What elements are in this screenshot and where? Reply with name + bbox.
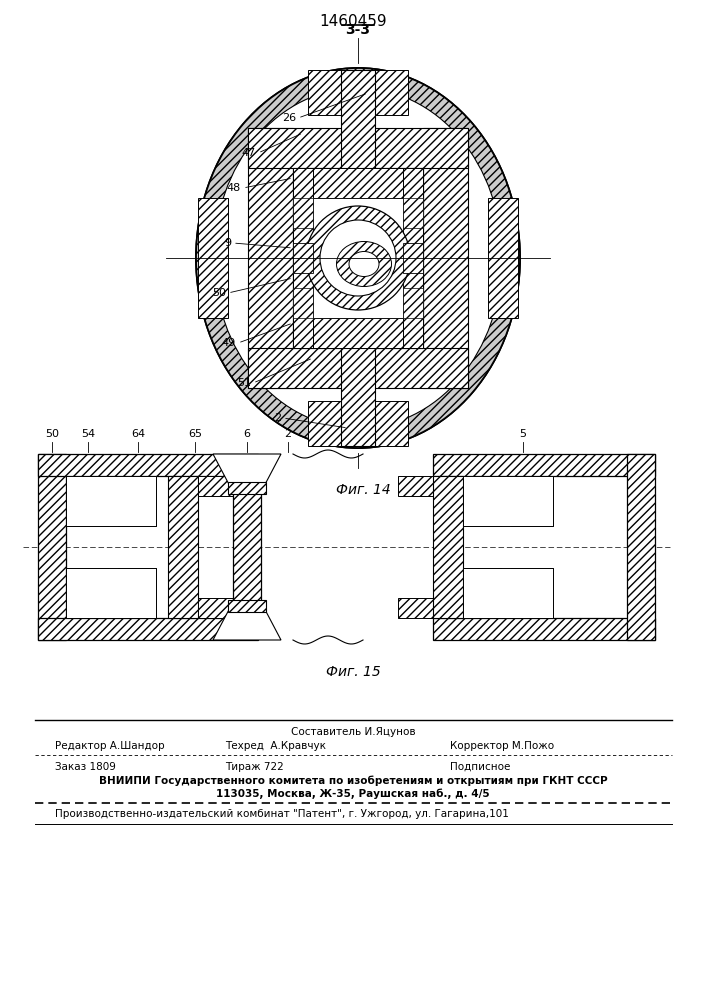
Bar [66, 476, 108, 526]
Text: Фиг. 14: Фиг. 14 [336, 483, 390, 497]
Ellipse shape [196, 68, 520, 448]
Bar [293, 168, 313, 348]
Bar [463, 568, 553, 618]
Bar [118, 476, 156, 526]
Bar [308, 401, 408, 446]
Bar [38, 618, 258, 640]
Text: Редактор А.Шандор: Редактор А.Шандор [55, 741, 165, 751]
Bar [403, 288, 423, 318]
Bar [228, 600, 266, 612]
Text: Фиг. 15: Фиг. 15 [326, 665, 380, 679]
Bar [293, 168, 423, 348]
Bar [168, 476, 198, 618]
Text: Подписное: Подписное [450, 762, 510, 772]
Bar [403, 243, 423, 273]
Text: 113035, Москва, Ж-35, Раушская наб., д. 4/5: 113035, Москва, Ж-35, Раушская наб., д. … [216, 789, 490, 799]
Bar [433, 476, 463, 618]
Bar [248, 348, 468, 388]
Text: 3-3: 3-3 [346, 23, 370, 37]
Bar [293, 198, 313, 228]
Text: Тираж 722: Тираж 722 [225, 762, 284, 772]
Bar [293, 288, 313, 318]
Bar [403, 168, 423, 348]
Bar [341, 70, 375, 446]
Text: 49: 49 [222, 338, 236, 348]
Bar [66, 476, 156, 526]
Text: 26: 26 [282, 113, 296, 123]
Bar [293, 243, 313, 273]
Text: 6: 6 [243, 429, 250, 439]
Bar [313, 318, 403, 348]
Text: 1460459: 1460459 [319, 14, 387, 29]
Bar [233, 492, 261, 602]
Bar [198, 476, 233, 496]
Text: 50: 50 [45, 429, 59, 439]
Bar [433, 618, 655, 640]
Bar [403, 198, 423, 228]
Bar [488, 198, 518, 318]
Text: 2: 2 [274, 413, 281, 423]
Polygon shape [213, 454, 281, 492]
Bar [118, 568, 156, 618]
Text: 51: 51 [237, 378, 251, 388]
Text: Техред  А.Кравчук: Техред А.Кравчук [225, 741, 326, 751]
Bar [198, 598, 233, 618]
Circle shape [306, 206, 410, 310]
Text: Корректор М.Пожо: Корректор М.Пожо [450, 741, 554, 751]
Ellipse shape [196, 68, 520, 448]
Text: 50: 50 [212, 288, 226, 298]
Bar [228, 482, 266, 494]
Text: 54: 54 [81, 429, 95, 439]
Bar [398, 476, 433, 496]
Bar [313, 168, 403, 198]
Polygon shape [213, 602, 281, 640]
Bar [423, 128, 468, 388]
Ellipse shape [214, 88, 502, 428]
Text: Заказ 1809: Заказ 1809 [55, 762, 116, 772]
Bar [198, 198, 228, 318]
Bar [38, 454, 258, 476]
Text: Производственно-издательский комбинат "Патент", г. Ужгород, ул. Гагарина,101: Производственно-издательский комбинат "П… [55, 809, 509, 819]
Text: 2: 2 [284, 429, 291, 439]
Ellipse shape [349, 251, 379, 276]
Bar [313, 198, 403, 318]
Text: 47: 47 [242, 148, 256, 158]
Bar [248, 128, 293, 388]
Bar [66, 568, 156, 618]
Bar [627, 454, 655, 640]
Bar [308, 70, 408, 115]
Bar [511, 568, 553, 618]
Text: 9: 9 [224, 238, 231, 248]
Bar [398, 598, 433, 618]
Bar [463, 568, 501, 618]
Bar [38, 454, 66, 640]
Bar [511, 476, 553, 526]
Text: 5: 5 [520, 429, 527, 439]
Text: 48: 48 [227, 183, 241, 193]
Bar [248, 128, 468, 168]
Text: ВНИИПИ Государственного комитета по изобретениям и открытиям при ГКНТ СССР: ВНИИПИ Государственного комитета по изоб… [99, 776, 607, 786]
Ellipse shape [337, 241, 392, 286]
Bar [463, 476, 501, 526]
Bar [66, 568, 108, 618]
Circle shape [320, 220, 396, 296]
Bar [433, 454, 655, 476]
Text: 65: 65 [188, 429, 202, 439]
Text: Составитель И.Яцунов: Составитель И.Яцунов [291, 727, 415, 737]
Bar [463, 476, 553, 526]
Text: 64: 64 [131, 429, 145, 439]
